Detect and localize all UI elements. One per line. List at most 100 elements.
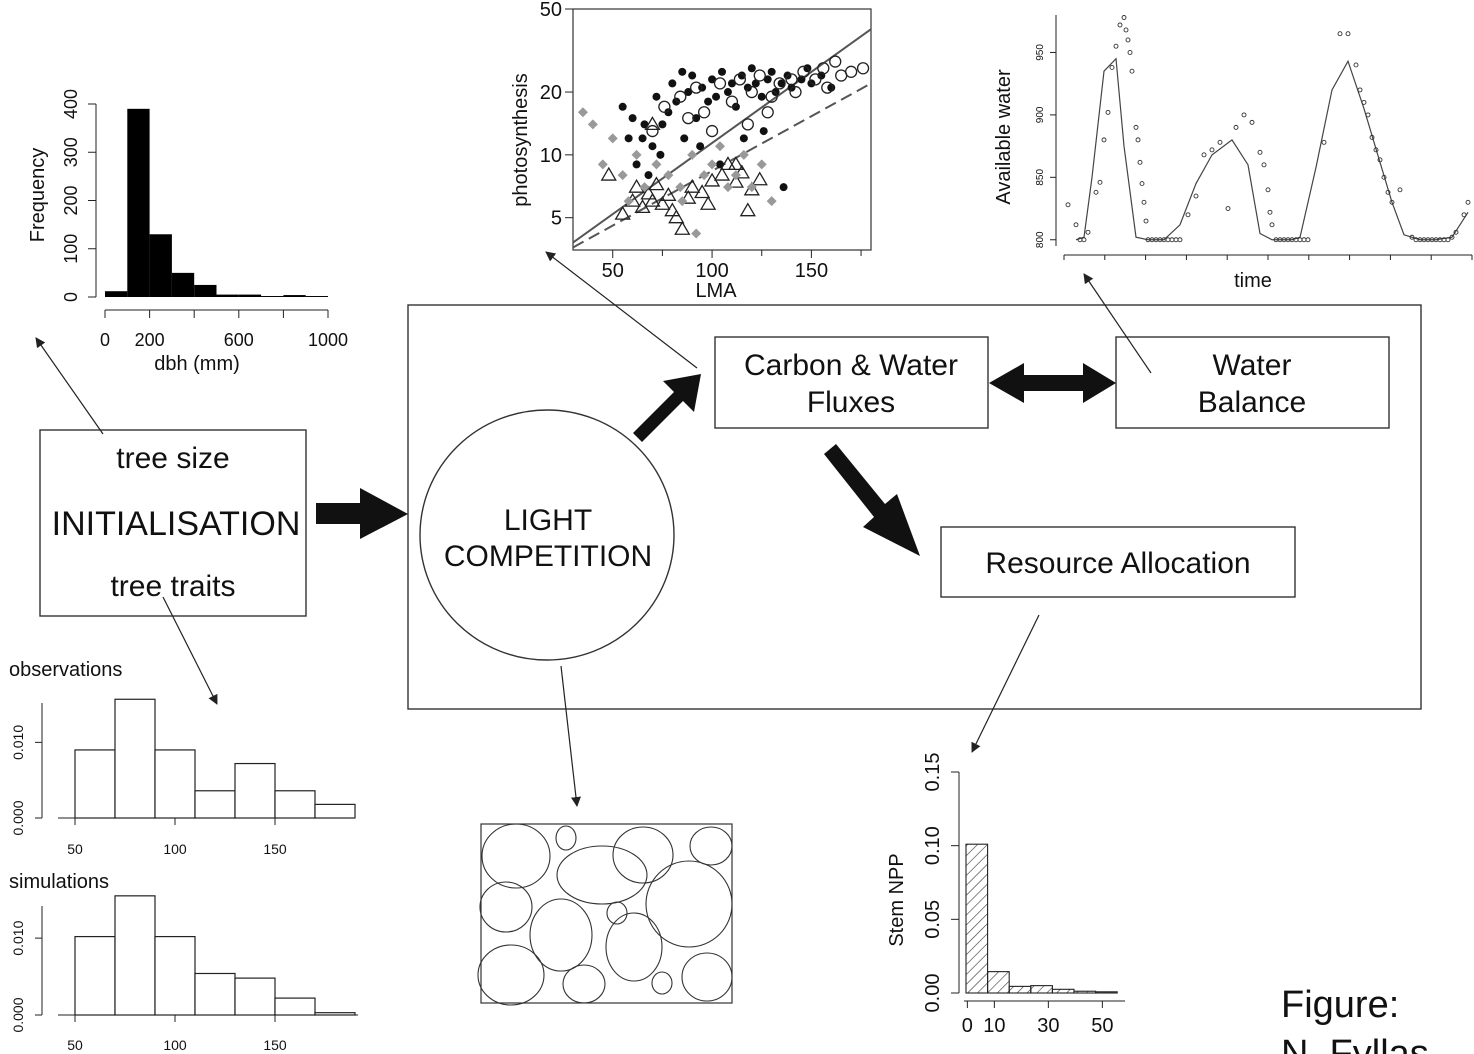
scatter-point-open-triangle (644, 192, 661, 207)
scatter-point-open-circle (789, 85, 802, 99)
scatter-point-grey-diamond (707, 159, 718, 170)
water-point (1353, 62, 1359, 68)
dbh-bar (105, 291, 128, 297)
water-point (1201, 152, 1207, 158)
dbh-bar (238, 294, 262, 297)
scatter-point-open-circle (697, 106, 711, 119)
stem-npp-y-tick-label: 0.10 (922, 826, 944, 865)
scatter-point-grey-diamond (766, 196, 777, 207)
scatter-point-filled-circle (779, 183, 788, 192)
water-point (1101, 137, 1107, 143)
water-point (1385, 189, 1391, 195)
figure-credit-line2: N. Fyllas (1281, 1033, 1429, 1054)
scatter-point-open-circle (809, 73, 822, 86)
scatter-point-open-circle (646, 124, 659, 138)
scatter-x-tick-label: 150 (795, 260, 828, 282)
stem-npp-x-tick-label: 30 (1037, 1015, 1059, 1037)
scatter-point-filled-circle (777, 79, 786, 88)
scatter-point-open-circle (745, 85, 758, 99)
water-point (1389, 199, 1395, 205)
water-y-tick-label: 850 (1035, 169, 1046, 186)
observations-bar (234, 762, 276, 819)
simulations-y-tick-label: 0.000 (10, 997, 26, 1032)
water-point (1065, 202, 1071, 208)
scatter-point-grey-diamond (691, 228, 702, 239)
water-point (1185, 212, 1191, 218)
observations-x-tick-label: 50 (67, 841, 83, 857)
water-point (1085, 229, 1091, 235)
water-point (1297, 237, 1303, 243)
scatter-point-open-triangle (694, 184, 711, 199)
water-point (1261, 162, 1267, 168)
resource-allocation-label: Resource Allocation (985, 547, 1250, 580)
scatter-point-grey-diamond (687, 149, 698, 160)
water-point (1193, 193, 1199, 199)
water-point (1369, 134, 1375, 140)
water-point (1357, 87, 1363, 93)
water-point (1465, 199, 1471, 205)
dbh-bar (261, 296, 284, 297)
water-point (1397, 187, 1403, 193)
water-ylabel: Available water (993, 69, 1015, 205)
scatter-point-open-circle (829, 55, 842, 68)
scatter-point-open-triangle (674, 220, 691, 235)
water-y-tick-label: 800 (1035, 231, 1046, 248)
observations-y-tick-label: 0.010 (10, 725, 26, 760)
dbh-y-tick-label: 100 (61, 234, 81, 264)
stem-npp-bar (1051, 988, 1075, 994)
simulations-bar (74, 935, 116, 1016)
stem-npp-bar (1095, 991, 1118, 994)
scatter-point-open-circle (844, 65, 858, 78)
arrow-to-crown-map (560, 665, 581, 807)
water-point (1453, 229, 1459, 235)
scatter-point-open-circle (817, 62, 830, 75)
initialisation-label: INITIALISATION (52, 505, 301, 543)
water-y-ticks: 800 850 900 950 (1035, 44, 1056, 248)
scatter-point-open-triangle (733, 164, 750, 179)
scatter-point-open-triangle (719, 156, 737, 171)
model-frame (407, 304, 1422, 710)
scatter-point-grey-diamond (746, 182, 757, 193)
arrow-to-photosynthesis (545, 251, 698, 369)
stem-npp-x-ticks: 0 10 30 50 (962, 1001, 1113, 1037)
water-point (1225, 206, 1231, 211)
scatter-point-open-triangle (668, 209, 685, 224)
scatter-point-open-circle (690, 81, 703, 94)
scatter-point-open-circle (773, 77, 786, 90)
stem-npp-x-tick-label: 50 (1091, 1015, 1113, 1037)
stem-npp-y-tick-label: 0.00 (922, 974, 944, 1013)
scatter-point-open-triangle (727, 156, 745, 171)
scatter-point-open-triangle (614, 205, 631, 220)
water-point (1135, 137, 1141, 143)
dbh-bar (194, 284, 217, 297)
water-point (1345, 31, 1351, 37)
scatter-point-open-triangle (654, 195, 671, 210)
simulations-histogram: simulations 50 100 150 0.000 0.010 (9, 871, 358, 1053)
observations-bar (274, 790, 316, 819)
arrow-carbon-water-balance (989, 363, 1116, 403)
water-point (1209, 147, 1215, 153)
scatter-point-open-triangle (664, 202, 681, 217)
scatter-point-grey-diamond (677, 196, 688, 207)
scatter-point-filled-circle (696, 142, 705, 151)
water-point (1129, 68, 1135, 74)
scatter-point-filled-circle (638, 134, 647, 143)
water-point (1169, 237, 1175, 243)
water-label: Water (1213, 349, 1292, 382)
scatter-point-open-triangle (727, 173, 745, 188)
scatter-point-open-circle (733, 73, 747, 86)
simulations-y-tick-label: 0.010 (10, 920, 26, 955)
observations-bar (74, 749, 116, 819)
water-point (1105, 109, 1111, 115)
observations-x-tick-label: 100 (163, 841, 187, 857)
scatter-point-filled-circle (656, 150, 665, 159)
scatter-point-filled-circle (739, 134, 748, 143)
dbh-y-ticks: 0 100 200 300 400 (61, 89, 96, 302)
water-point (1301, 237, 1307, 243)
scatter-point-filled-circle (678, 67, 687, 76)
scatter-point-grey-diamond (738, 149, 749, 160)
water-point (1139, 181, 1145, 187)
scatter-point-open-circle (725, 95, 739, 108)
water-point (1373, 147, 1379, 153)
